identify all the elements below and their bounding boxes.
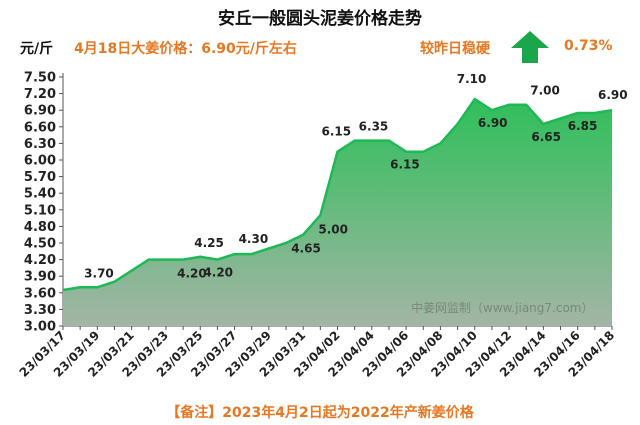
data-label: 7.10 <box>457 72 487 86</box>
change-percent: 0.73% <box>564 38 613 54</box>
y-tick-label: 5.70 <box>24 170 56 185</box>
y-tick-label: 7.50 <box>24 71 56 86</box>
data-label: 5.00 <box>318 222 348 236</box>
data-label: 4.30 <box>239 232 269 246</box>
y-tick-label: 3.30 <box>24 303 56 318</box>
data-label: 7.00 <box>530 84 560 98</box>
y-tick-label: 5.40 <box>24 187 56 202</box>
footnote: 【备注】2023年4月2日起为2022年产新姜价格 <box>166 405 474 421</box>
chart-title: 安丘一般圆头泥姜价格走势 <box>218 9 422 29</box>
price-summary: 4月18日大姜价格：6.90元/斤左右 <box>74 41 297 57</box>
y-tick-label: 7.20 <box>24 87 56 102</box>
data-label: 6.15 <box>390 158 420 172</box>
trend-text: 较昨日稳硬 <box>420 41 490 57</box>
data-label: 4.20 <box>203 266 233 280</box>
y-tick-label: 5.10 <box>24 203 56 218</box>
y-tick-label: 4.80 <box>24 220 56 235</box>
data-label: 6.90 <box>478 116 508 130</box>
data-label: 6.35 <box>359 120 389 134</box>
up-arrow-icon <box>511 31 549 63</box>
y-tick-label: 6.90 <box>24 104 56 119</box>
y-tick-label: 6.30 <box>24 137 56 152</box>
y-tick-label: 3.00 <box>24 320 56 335</box>
y-tick-label: 4.20 <box>24 253 56 268</box>
unit-label: 元/斤 <box>20 41 54 57</box>
data-label: 4.20 <box>177 267 207 281</box>
y-tick-label: 3.90 <box>24 270 56 285</box>
data-label: 4.65 <box>291 242 321 256</box>
data-label: 6.15 <box>322 125 352 139</box>
data-label: 6.85 <box>568 119 598 133</box>
y-tick-label: 4.50 <box>24 237 56 252</box>
data-label: 3.70 <box>84 266 114 280</box>
y-tick-label: 6.00 <box>24 154 56 169</box>
y-tick-label: 6.60 <box>24 120 56 135</box>
price-line <box>62 97 613 292</box>
y-tick-label: 3.60 <box>24 286 56 301</box>
data-label: 4.25 <box>194 236 224 250</box>
watermark: 中姜网监制（www.jiang7.com） <box>411 300 593 315</box>
price-area <box>63 99 612 326</box>
data-label: 6.65 <box>531 130 561 144</box>
data-label: 6.90 <box>598 88 628 102</box>
